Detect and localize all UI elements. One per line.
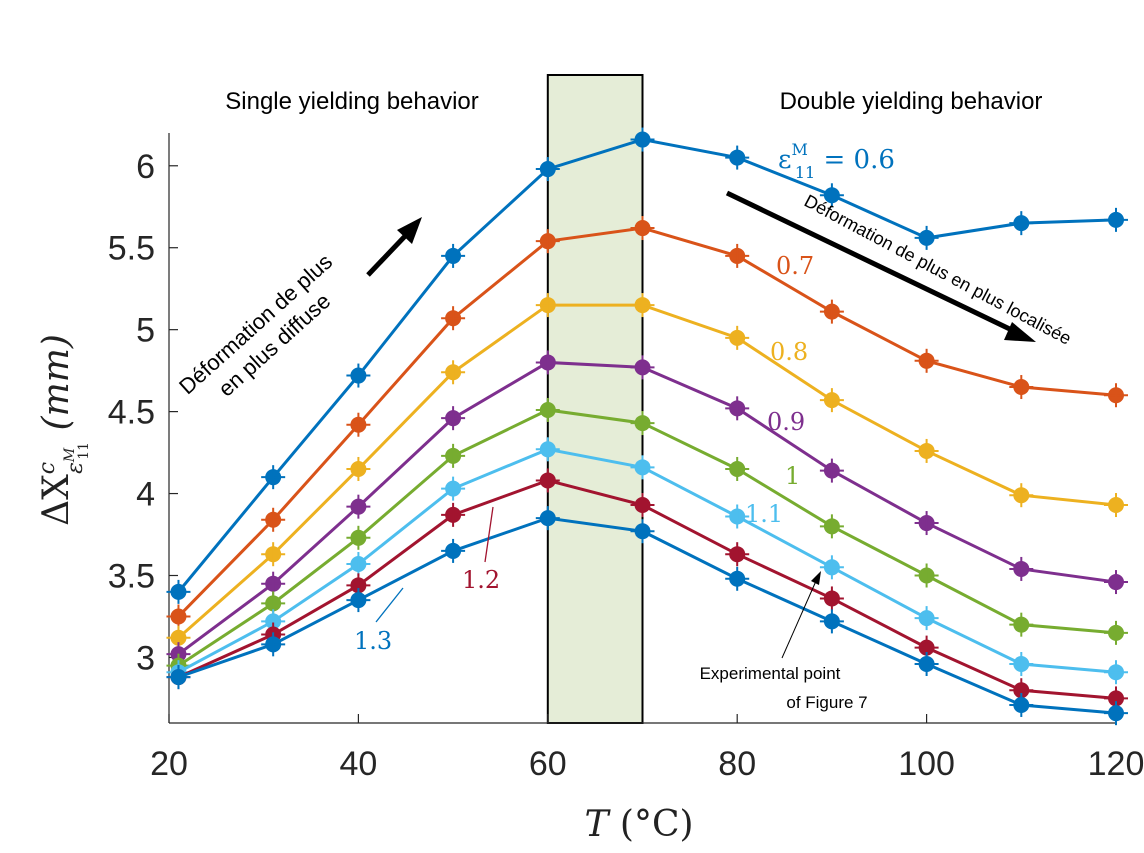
series-layer [166, 127, 1128, 726]
diffuse-annotation: Déformation de plus en plus diffuse [174, 249, 337, 402]
experimental-point-label-line2: of Figure 7 [786, 693, 867, 712]
y-tick-label: 5 [136, 312, 155, 350]
y-tick-label: 3.5 [108, 558, 155, 596]
double-yielding-heading: Double yielding behavior [780, 88, 1043, 115]
label-09: 0.9 [767, 408, 805, 436]
series-0-7 [166, 216, 1128, 629]
x-tick-label: 120 [1088, 745, 1144, 783]
single-yielding-heading: Single yielding behavior [225, 88, 479, 115]
y-axis-label-unit: (mm) [36, 334, 77, 442]
label-eps-sub: 11 [795, 163, 815, 182]
x-tick-label: 100 [898, 745, 955, 783]
series-1 [166, 397, 1128, 678]
label-eps-sup: M [791, 140, 807, 159]
y-tick-label: 4 [136, 476, 155, 514]
y-axis-label-sup: c [35, 462, 60, 474]
localized-arrow-icon [725, 190, 1036, 342]
series-0-6 [166, 127, 1128, 604]
label-13: 1.3 [354, 627, 392, 655]
label-07: 0.7 [776, 252, 814, 280]
shaded-region-layer [546, 74, 644, 724]
label-eps-06: εM 11 = 0.6 [778, 140, 895, 182]
y-axis-label-subsub: 11 [76, 442, 92, 460]
axes: 20 40 60 80 100 120 3 3.5 4 4.5 5 5.5 6 [108, 133, 1144, 783]
x-axis-label-main: T [584, 804, 611, 845]
y-axis-label-subsup: M [62, 447, 78, 463]
label-13-leader [375, 587, 404, 623]
x-tick-label: 20 [150, 745, 188, 783]
experimental-point-arrow-icon [781, 571, 821, 659]
series-line [177, 408, 1117, 667]
series-line [177, 447, 1117, 674]
x-tick-label: 80 [718, 745, 756, 783]
label-12-leader [484, 506, 494, 563]
diffuse-arrow-icon [366, 217, 422, 277]
label-eps-symbol: ε [778, 145, 791, 175]
x-axis-label: T (°C) [584, 804, 693, 845]
y-tick-label: 6 [136, 148, 155, 186]
y-tick-label: 4.5 [108, 394, 155, 432]
x-tick-label: 40 [339, 745, 377, 783]
series-1-3 [166, 506, 1128, 726]
y-axis-label-main: ΔX [36, 474, 77, 526]
y-tick-label: 5.5 [108, 230, 155, 268]
localized-annotation: Déformation de plus en plus localisée [801, 191, 1075, 349]
label-12: 1.2 [462, 566, 500, 594]
y-axis-label-sub: ε [63, 462, 88, 474]
label-eps-value: = 0.6 [815, 145, 895, 175]
label-1: 1 [785, 462, 800, 490]
series-0-9 [166, 350, 1128, 667]
series-1-1 [166, 437, 1128, 685]
series-0-8 [166, 293, 1128, 650]
experimental-point-label-line1: Experimental point [700, 664, 841, 683]
label-08: 0.8 [770, 338, 808, 366]
shaded-region [546, 74, 644, 724]
label-11: 1.1 [745, 500, 783, 528]
x-axis-label-unit: (°C) [608, 804, 693, 845]
x-tick-label: 60 [529, 745, 567, 783]
series-1-2 [166, 468, 1128, 711]
y-tick-label: 3 [136, 639, 155, 677]
y-axis-label: ΔXc εM11 (mm) [35, 334, 92, 526]
